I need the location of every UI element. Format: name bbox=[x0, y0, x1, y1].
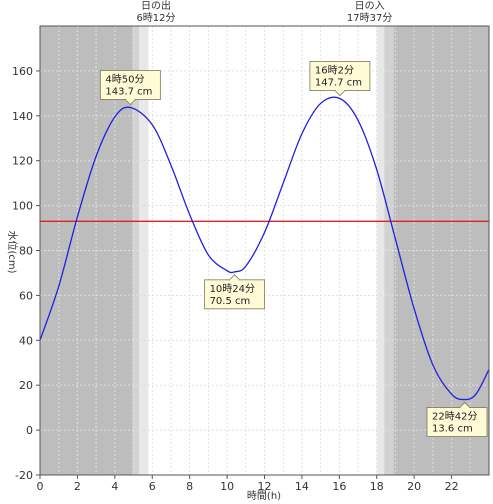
x-tick-label: 18 bbox=[370, 480, 384, 493]
y-tick-label: 60 bbox=[19, 289, 33, 302]
annotation-box bbox=[99, 70, 161, 100]
annotation-time: 10時24分 bbox=[210, 283, 255, 295]
annotation-value: 147.7 cm bbox=[315, 78, 362, 89]
annotation-box bbox=[204, 279, 265, 310]
x-tick-label: 10 bbox=[220, 480, 234, 493]
x-tick-label: 4 bbox=[111, 480, 118, 493]
grid-layer bbox=[40, 26, 489, 475]
x-axis-label: 時間(h) bbox=[247, 490, 281, 502]
annotation-time: 16時2分 bbox=[315, 65, 354, 77]
y-tick-label: 80 bbox=[19, 245, 33, 258]
y-tick-label: 40 bbox=[19, 334, 33, 347]
x-tick-label: 22 bbox=[445, 480, 459, 493]
x-tick-label: 20 bbox=[407, 480, 421, 493]
annotation-box bbox=[426, 407, 488, 437]
y-tick-label: 120 bbox=[12, 155, 33, 168]
tide-series-line bbox=[39, 96, 490, 401]
y-tick-label: 20 bbox=[19, 379, 33, 392]
sun-event-name: 日の入 bbox=[355, 1, 385, 12]
x-tick-label: 14 bbox=[295, 480, 309, 493]
y-tick-label: 0 bbox=[26, 424, 33, 437]
tide-line-layer bbox=[39, 96, 490, 401]
x-tick-label: 2 bbox=[74, 480, 81, 493]
y-tick-label: 160 bbox=[12, 65, 33, 78]
x-tick-label: 8 bbox=[186, 480, 193, 493]
y-tick-label: 140 bbox=[12, 110, 33, 123]
sun-event-time: 6時12分 bbox=[136, 12, 175, 24]
annotation-time: 22時42分 bbox=[432, 411, 477, 423]
annotation-value: 13.6 cm bbox=[432, 424, 473, 435]
x-tick-label: 0 bbox=[37, 480, 44, 493]
sun-event-time: 17時37分 bbox=[347, 12, 392, 24]
x-tick-label: 6 bbox=[149, 480, 156, 493]
annotation-value: 70.5 cm bbox=[210, 296, 251, 307]
annotation-value: 143.7 cm bbox=[105, 86, 152, 97]
x-tick-label: 16 bbox=[332, 480, 346, 493]
x-tick-label: 12 bbox=[258, 480, 272, 493]
y-tick-label: 100 bbox=[12, 200, 33, 213]
y-axis-label: 水位(cm) bbox=[6, 230, 19, 273]
y-tick-label: -20 bbox=[15, 469, 33, 482]
twilight-band-morning-light bbox=[139, 26, 149, 475]
annotation-time: 4時50分 bbox=[105, 73, 144, 85]
sun-event-name: 日の出 bbox=[141, 0, 171, 12]
tick-label-layer: 0 2 4 6 8 10 12 14 16 18 20 22 -20 0 20 40 60 80 100 120 140… bbox=[12, 65, 459, 493]
twilight-band-morning-dark bbox=[132, 26, 140, 475]
